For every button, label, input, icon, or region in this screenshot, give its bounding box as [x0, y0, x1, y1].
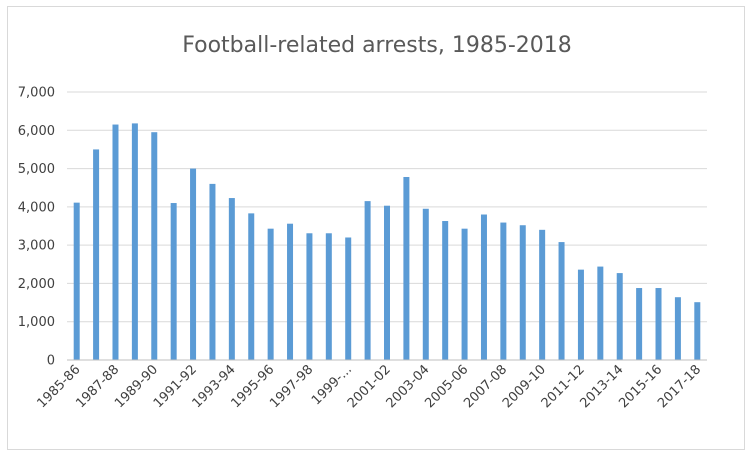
- bar: [131, 123, 138, 360]
- bar: [655, 288, 662, 360]
- bar: [674, 297, 681, 360]
- x-axis-tick-labels: 1985-861987-881989-901991-921993-941995-…: [35, 362, 705, 411]
- y-tick-label: 7,000: [18, 86, 55, 101]
- bar: [248, 213, 255, 360]
- y-tick-label: 4,000: [18, 200, 55, 215]
- bar: [151, 132, 158, 360]
- bar: [209, 183, 216, 360]
- bar: [364, 201, 371, 360]
- bar: [267, 228, 274, 360]
- y-axis-tick-labels: 0 1,000 2,000 3,000 4,000 5,000 6,000 7,000: [18, 86, 55, 369]
- chart-area: [7, 6, 745, 450]
- y-tick-label: 1,000: [18, 315, 55, 330]
- bar: [306, 233, 313, 360]
- bar: [422, 208, 429, 360]
- bar: [345, 237, 352, 360]
- bar: [403, 176, 410, 360]
- bar: [597, 266, 604, 360]
- bar: [228, 198, 235, 360]
- bar: [577, 269, 584, 360]
- bar: [558, 242, 565, 360]
- bar: [500, 222, 507, 360]
- x-tick-label: 2017-18: [655, 362, 704, 411]
- bar: [539, 229, 546, 360]
- bars: [73, 123, 701, 361]
- bar: [73, 202, 80, 360]
- y-tick-label: 6,000: [18, 124, 55, 139]
- bar: [636, 288, 643, 360]
- bar: [616, 273, 623, 360]
- bar: [190, 168, 197, 360]
- y-tick-label: 2,000: [18, 277, 55, 292]
- bar: [480, 214, 487, 360]
- bar: [461, 228, 468, 360]
- bar: [384, 205, 390, 360]
- y-tick-label: 5,000: [18, 162, 55, 177]
- x-tick-label: 1997-98: [267, 362, 316, 411]
- chart-title: Football-related arrests, 1985-2018: [182, 33, 572, 58]
- y-tick-label: 0: [47, 354, 55, 369]
- bar: [93, 149, 100, 360]
- bar: [170, 203, 177, 360]
- bar: [519, 225, 526, 360]
- bar: [694, 302, 701, 360]
- bar: [325, 233, 332, 360]
- bar: [442, 221, 449, 360]
- y-tick-label: 3,000: [18, 239, 55, 254]
- bar: [112, 124, 119, 361]
- bar: [287, 223, 294, 360]
